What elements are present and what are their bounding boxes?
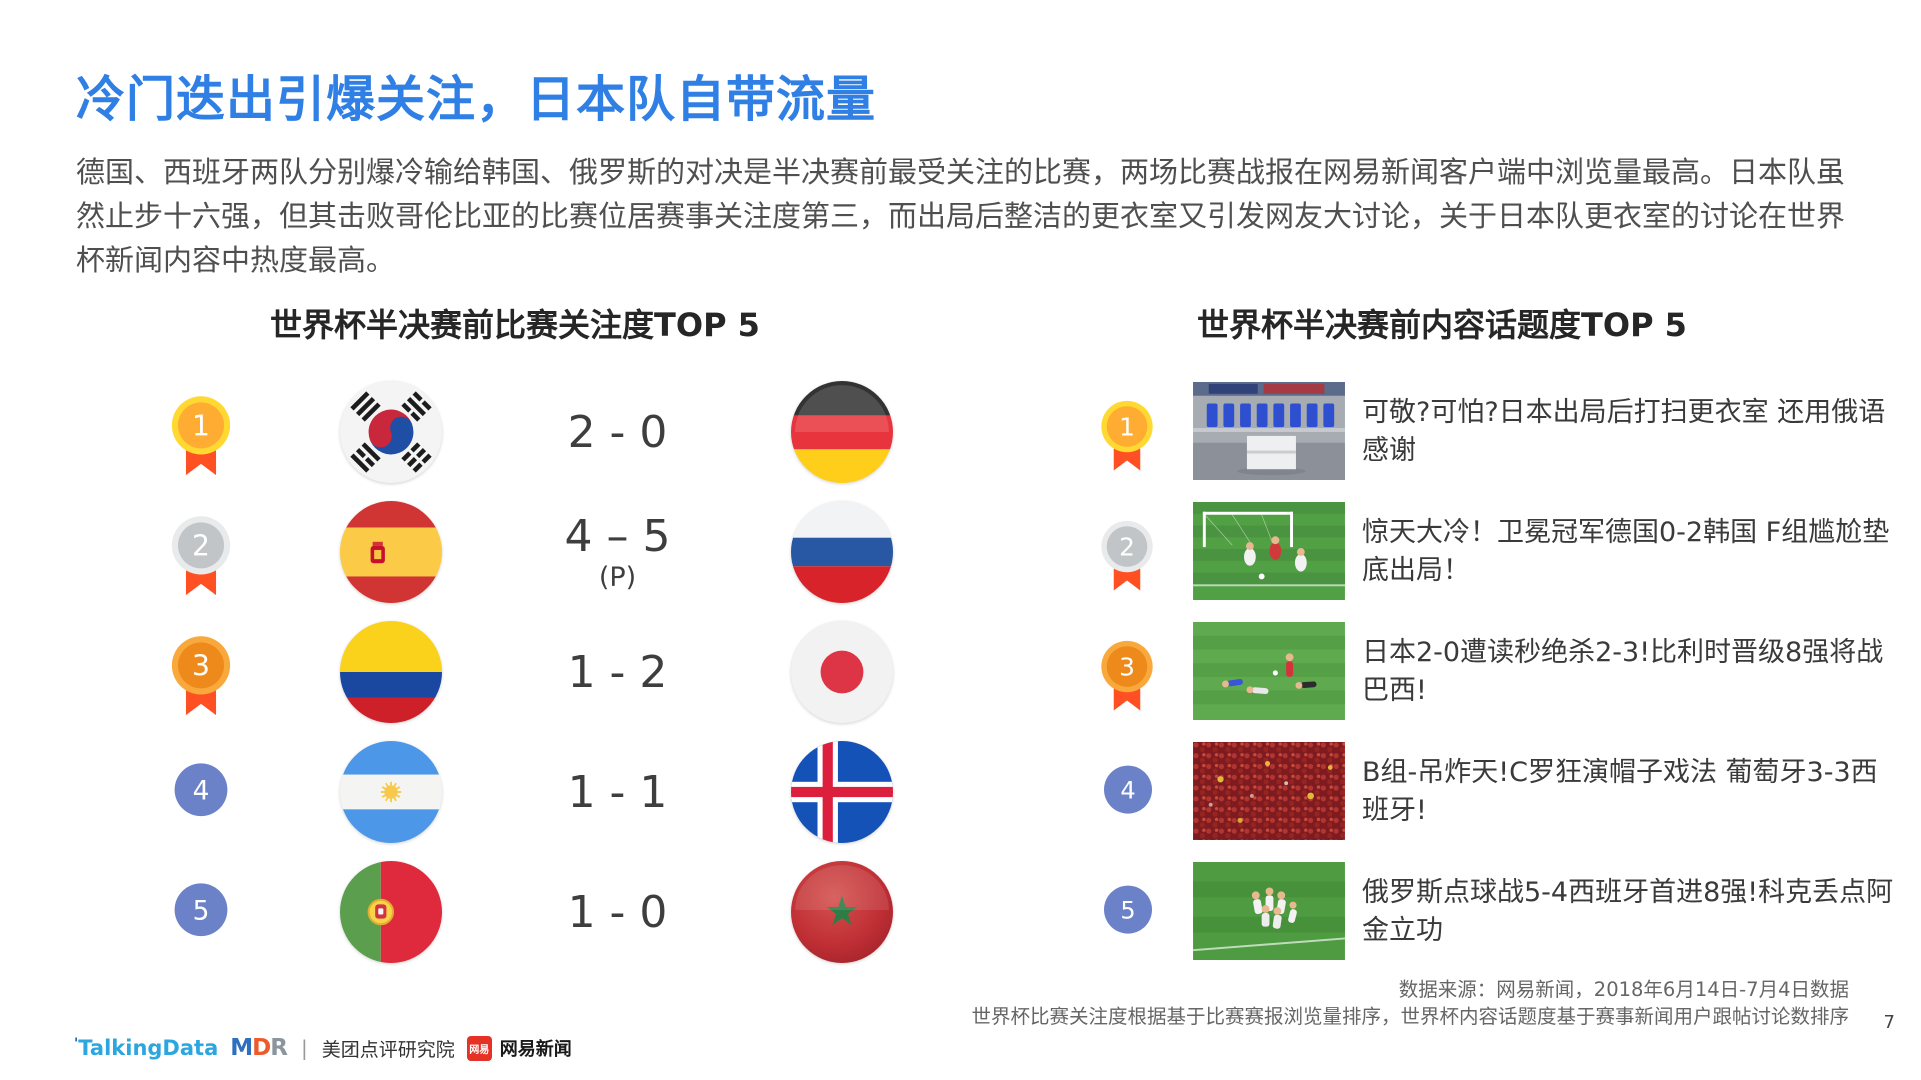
source-line-2: 世界杯比赛关注度根据基于比赛赛报浏览量排序，世界杯内容话题度基于赛事新闻用户跟帖…: [971, 1005, 1849, 1028]
flag-japan-icon: [791, 621, 893, 723]
flag-south-korea-icon: [340, 381, 442, 483]
logo-divider: |: [300, 1036, 308, 1060]
topic-row-3: 3 日本2-0遭读秒绝杀2-3!比利时晋级8强将战巴西!: [0, 612, 1921, 732]
bronze-medal-icon: 3: [1101, 640, 1153, 711]
match-row-5: 5 1 - 0: [0, 852, 1921, 972]
rank-circle-icon: 4: [174, 763, 228, 817]
mdr-logo: MDR: [230, 1035, 288, 1061]
score: 4 – 5 (P): [564, 511, 671, 593]
topic-headline: 惊天大冷！卫冕冠军德国0-2韩国 F组尴尬垫底出局！: [1362, 517, 1890, 586]
match-rank-heading: 世界杯半决赛前比赛关注度TOP 5: [270, 306, 760, 344]
rank-number: 5: [1120, 896, 1135, 924]
topic-headline: 俄罗斯点球战5-4西班牙首进8强!科克丢点阿金立功: [1362, 877, 1894, 946]
page-title: 冷门迭出引爆关注，日本队自带流量: [76, 71, 877, 128]
netease-badge-icon: 网易: [466, 1035, 492, 1061]
match-row-3: 3 1 - 2: [0, 612, 1921, 732]
source-line-1: 数据来源：网易新闻，2018年6月14日-7月4日数据: [1398, 978, 1849, 1001]
topic-rank-heading: 世界杯半决赛前内容话题度TOP 5: [1197, 306, 1687, 344]
page-number: 7: [1883, 1012, 1895, 1033]
score: 1 - 1: [567, 766, 668, 818]
penalty-note: (P): [598, 562, 637, 593]
topic-headline: B组-吊炸天!C罗狂演帽子戏法 葡萄牙3-3西班牙!: [1362, 757, 1878, 826]
portugal-spain-fans-photo: [1190, 742, 1348, 840]
rank-number: 3: [192, 650, 210, 683]
rank-number: 1: [1119, 413, 1135, 442]
meituan-dianping-institute-logo: 美团点评研究院: [321, 1038, 455, 1061]
rank-number: 4: [1120, 776, 1135, 804]
rank-number: 5: [193, 895, 210, 926]
rank-number: 2: [192, 530, 210, 563]
match-row-2: 2 4 – 5 (P): [0, 492, 1921, 612]
rank-number: 1: [192, 410, 210, 443]
topic-headline: 可敬?可怕?日本出局后打扫更衣室 还用俄语感谢: [1362, 397, 1886, 466]
silver-medal-icon: 2: [171, 516, 231, 596]
topic-row-4: 4 B组-吊炸天!C罗狂演帽子戏法 葡萄牙3-3西班牙!: [0, 732, 1921, 852]
score: 1 - 0: [567, 886, 668, 938]
data-source-note: 数据来源：网易新闻，2018年6月14日-7月4日数据 世界杯比赛关注度根据基于…: [971, 976, 1849, 1030]
flag-iceland-icon: [791, 741, 893, 843]
rank-number: 3: [1119, 653, 1135, 682]
rank-circle-icon: 5: [174, 883, 228, 937]
gold-medal-icon: 1: [1101, 400, 1153, 471]
russia-spain-celebration-photo: [1190, 862, 1348, 960]
rank-circle-icon: 5: [1104, 885, 1152, 934]
germany-korea-goal-photo: [1190, 502, 1348, 600]
rank-number: 2: [1119, 533, 1135, 562]
logo-strip: 'TalkingData MDR | 美团点评研究院 网易 网易新闻: [74, 1034, 572, 1062]
silver-medal-icon: 2: [1101, 520, 1153, 591]
flag-morocco-icon: [791, 861, 893, 963]
topic-row-5: 5 俄罗斯点球战5-4西班牙首进8强!科克丢点阿金立功: [0, 852, 1921, 972]
match-row-4: 4 1 - 1: [0, 732, 1921, 852]
gold-medal-icon: 1: [171, 396, 231, 476]
bronze-medal-icon: 3: [171, 636, 231, 716]
score: 1 - 2: [567, 646, 668, 698]
intro-paragraph: 德国、西班牙两队分别爆冷输给韩国、俄罗斯的对决是半决赛前最受关注的比赛，两场比赛…: [76, 155, 1846, 277]
netease-news-logo: 网易新闻: [499, 1039, 572, 1060]
rank-circle-icon: 4: [1104, 765, 1152, 814]
score: 2 - 0: [567, 406, 668, 458]
japan-belgium-pitch-photo: [1190, 622, 1348, 720]
rank-number: 4: [193, 775, 210, 806]
topic-row-1: 1 可敬?可怕?日本出局后打扫更衣室 还用俄语感谢: [0, 372, 1921, 492]
talkingdata-logo: 'TalkingData: [74, 1036, 219, 1060]
japan-locker-room-photo: [1190, 382, 1348, 480]
match-row-1: 1 2 - 0: [0, 372, 1921, 492]
topic-row-2: 2 惊天大冷！卫冕冠军德国0-2韩国 F组尴尬垫底出局！: [0, 492, 1921, 612]
rankings: 1 2 - 0: [0, 372, 1921, 982]
topic-headline: 日本2-0遭读秒绝杀2-3!比利时晋级8强将战巴西!: [1362, 637, 1884, 706]
